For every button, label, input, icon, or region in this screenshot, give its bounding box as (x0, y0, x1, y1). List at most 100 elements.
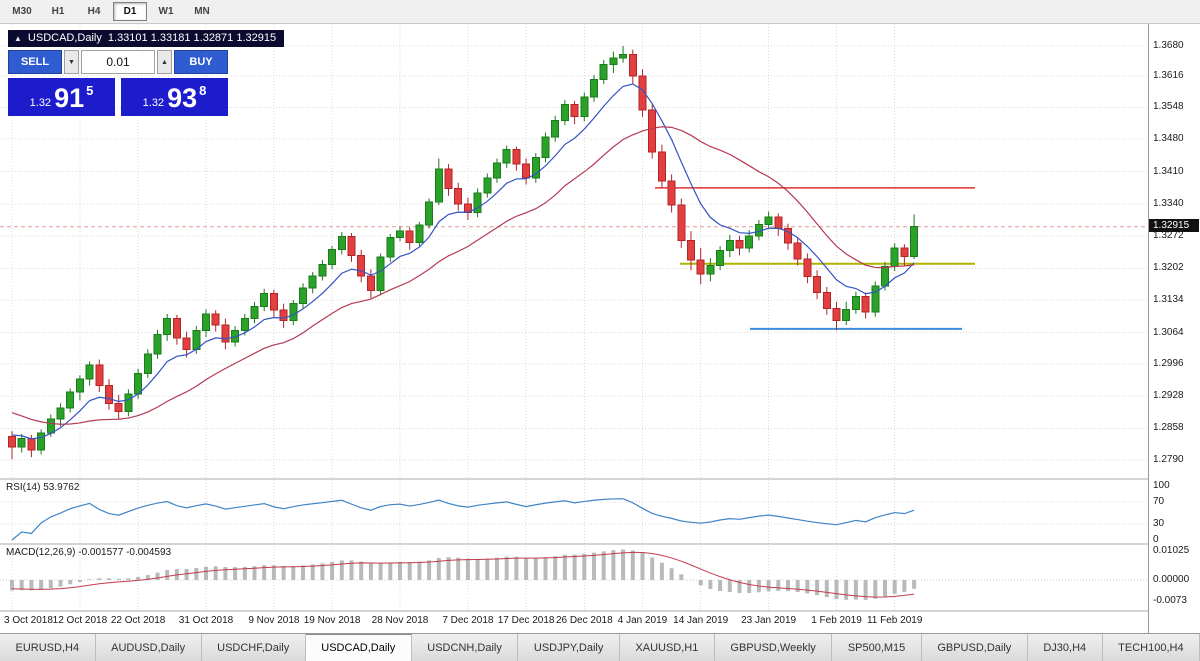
symbol-arrow-icon: ▲ (14, 33, 22, 43)
chart-tab-usdjpy-daily[interactable]: USDJPY,Daily (518, 634, 620, 661)
candle-body (813, 276, 822, 294)
candle-body (279, 309, 288, 321)
chart-tab-sp500-m15[interactable]: SP500,M15 (832, 634, 922, 661)
candle-body (124, 393, 133, 413)
candle-body (202, 313, 210, 332)
macd-axis-label: 0.00000 (1153, 574, 1190, 585)
chart-tab-usdcnh-daily[interactable]: USDCNH,Daily (411, 634, 519, 661)
candle-body (231, 330, 240, 343)
date-axis-label: 28 Nov 2018 (371, 615, 429, 626)
chart-tab-tech100-h4[interactable]: TECH100,H4 (1102, 634, 1200, 661)
macd-indicator-label: MACD(12,26,9) -0.001577 -0.004593 (6, 547, 172, 558)
date-axis-label: 3 Oct 2018 (4, 615, 53, 626)
price-axis-label: 1.2928 (1153, 389, 1184, 401)
price-axis[interactable]: 1.32915 1.3680 1.3616 1.3548 1.3480 1.3410 1.… (1148, 24, 1200, 633)
rsi-axis-label: 100 (1153, 480, 1170, 491)
candle-body (182, 337, 191, 350)
timeframe-button-w1[interactable]: W1 (158, 6, 174, 17)
candle-body (793, 242, 802, 260)
timeframe-button-m30[interactable]: M30 (12, 6, 32, 17)
candle-body (337, 236, 346, 251)
date-axis-label: 11 Feb 2019 (866, 615, 923, 626)
ask-price-display[interactable]: 1.32 93 8 (121, 78, 228, 116)
candle-body (657, 151, 666, 182)
date-axis-label: 9 Nov 2018 (248, 615, 300, 626)
candle-body (725, 239, 734, 252)
candle-body (735, 239, 744, 249)
candle-body (260, 292, 269, 307)
date-axis-label: 4 Jan 2019 (617, 615, 668, 626)
timeframe-button-h1[interactable]: H1 (51, 6, 65, 17)
candle-body (221, 324, 230, 343)
chart-tab-xauusd-h1[interactable]: XAUUSD,H1 (619, 634, 715, 661)
chart-tab-audusd-daily[interactable]: AUDUSD,Daily (95, 634, 202, 661)
candle-body (37, 432, 46, 451)
candle-body (522, 163, 531, 179)
order-dropdown-button[interactable]: ▼ (64, 50, 79, 74)
candle-body (609, 57, 618, 66)
candle-body (347, 236, 356, 256)
volume-input[interactable]: 0.01 (81, 50, 155, 74)
candle-body (716, 250, 725, 267)
date-axis-label: 19 Nov 2018 (303, 615, 361, 626)
candle-body (551, 119, 560, 138)
candle-body (667, 180, 676, 206)
candle-body (308, 275, 317, 289)
candle-body (851, 295, 860, 310)
candle-body (822, 292, 831, 309)
candle-body (619, 53, 628, 59)
symbol-label: USDCAD,Daily (27, 32, 102, 44)
candle-body (638, 75, 647, 111)
bid-pip-fraction: 5 (86, 83, 94, 98)
candle-body (299, 287, 307, 305)
chart-tab-gbpusd-weekly[interactable]: GBPUSD,Weekly (714, 634, 833, 661)
volume-increase-button[interactable]: ▲ (157, 50, 172, 74)
sell-button[interactable]: SELL (8, 50, 62, 74)
candle-body (570, 104, 579, 118)
candle-body (890, 247, 899, 267)
candle-body (386, 237, 395, 258)
candle-body (289, 303, 298, 321)
candle-body (648, 109, 657, 153)
bid-price-display[interactable]: 1.32 91 5 (8, 78, 115, 116)
candle-body (240, 318, 249, 332)
candle-body (434, 168, 443, 203)
timeframe-button-h4[interactable]: H4 (87, 6, 101, 17)
candle-body (66, 391, 75, 409)
candle-body (541, 136, 550, 159)
timeframe-button-d1[interactable]: D1 (113, 2, 147, 21)
ma-fast-line (11, 83, 915, 440)
candle-body (687, 239, 695, 261)
chart-tab-dj30-h4[interactable]: DJ30,H4 (1027, 634, 1103, 661)
candle-body (376, 256, 385, 292)
candle-body (269, 292, 278, 311)
candle-body (803, 258, 812, 278)
one-click-trade-panel: SELL ▼ 0.01 ▲ BUY 1.32 91 5 1.32 93 8 (8, 50, 228, 116)
timeframe-button-mn[interactable]: MN (194, 6, 210, 17)
current-price-badge: 1.32915 (1149, 218, 1199, 232)
candle-body (774, 216, 783, 229)
candle-body (328, 249, 337, 266)
date-axis[interactable]: 3 Oct 2018 12 Oct 2018 22 Oct 2018 31 Oct 2… (0, 612, 1148, 633)
candle-body (580, 96, 589, 118)
price-axis-label: 1.3340 (1153, 198, 1184, 210)
candle-body (628, 53, 637, 77)
price-axis-label: 1.3272 (1153, 229, 1184, 241)
candle-body (134, 372, 143, 395)
candle-body (454, 187, 463, 205)
chart-tab-usdcad-daily[interactable]: USDCAD,Daily (305, 634, 412, 661)
chart-tab-usdchf-daily[interactable]: USDCHF,Daily (201, 634, 306, 661)
candlestick-chart[interactable] (0, 24, 1148, 612)
buy-button[interactable]: BUY (174, 50, 228, 74)
candle-body (599, 64, 608, 80)
chart-tab-gbpusd-daily[interactable]: GBPUSD,Daily (921, 634, 1028, 661)
candle-body (46, 418, 55, 434)
candle-body (85, 364, 94, 380)
price-axis-label: 1.2996 (1153, 358, 1184, 370)
chart-tab-eurusd-h4[interactable]: EURUSD,H4 (0, 634, 96, 661)
price-axis-label: 1.3548 (1153, 101, 1184, 113)
candle-body (696, 259, 705, 275)
candle-body (493, 162, 501, 179)
candle-body (560, 104, 569, 121)
price-axis-label: 1.3410 (1153, 165, 1184, 177)
